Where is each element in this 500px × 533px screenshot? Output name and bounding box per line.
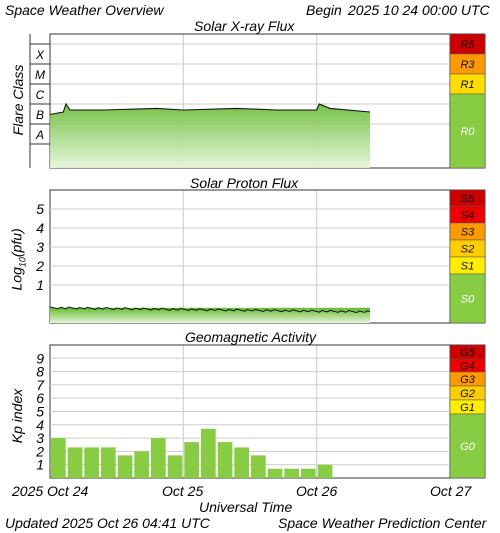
header-title: Space Weather Overview (5, 2, 164, 18)
begin-value: 2025 10 24 00:00 UTC (348, 2, 490, 18)
kp-scale-label: G1 (460, 402, 475, 414)
kp-bar (51, 438, 66, 478)
kp-bar (267, 468, 283, 478)
xray-scale-cell (449, 93, 486, 169)
begin-label: Begin (306, 2, 342, 18)
proton-ytick: 1 (36, 277, 44, 293)
kp-ytick: 4 (36, 417, 44, 433)
xray-scale-label: R5 (460, 39, 475, 51)
proton-scale-label: S5 (461, 193, 475, 205)
kp-bar (67, 447, 83, 478)
updated-label: Updated (5, 515, 58, 531)
kp-bar (84, 447, 99, 478)
kp-scale-label: G5 (460, 347, 476, 359)
updated-value: 2025 Oct 26 04:41 UTC (62, 515, 210, 531)
kp-scale-label: G3 (460, 374, 476, 386)
xtick-oct24: 2025 Oct 24 (12, 483, 89, 499)
proton-scale-cell (449, 273, 486, 324)
proton-title: Solar Proton Flux (190, 175, 299, 191)
proton-frame (49, 189, 486, 324)
kp-ytick: 3 (36, 430, 44, 446)
proton-flux-line (49, 306, 371, 314)
xray-scale-label: R0 (460, 126, 475, 138)
credit: Space Weather Prediction Center (278, 515, 487, 531)
kp-bar (134, 451, 149, 478)
proton-ytick: 2 (35, 258, 44, 274)
kp-scale-label: G0 (460, 441, 476, 453)
kp-bar (251, 455, 266, 478)
proton-scale-label: S3 (461, 227, 475, 239)
kp-bar (151, 438, 166, 478)
kp-bar (301, 468, 316, 478)
xray-flux-line (49, 102, 371, 116)
xray-class-label: C (36, 88, 45, 102)
kp-ytick: 5 (36, 404, 44, 420)
kp-scale-label: G4 (460, 361, 475, 373)
kp-ytick: 1 (36, 457, 44, 473)
proton-ytick: 5 (36, 201, 44, 217)
proton-scale-label: S2 (461, 244, 474, 256)
kp-bar (317, 464, 333, 478)
proton-ytick: 3 (36, 239, 44, 255)
kp-bar (167, 455, 183, 478)
xray-scale-label: R3 (460, 59, 475, 71)
kp-ytick: 2 (35, 443, 44, 459)
kp-bar (234, 447, 249, 478)
kp-bar (101, 447, 116, 478)
xray-title: Solar X-ray Flux (194, 18, 295, 34)
kp-bar (184, 442, 199, 478)
xtick-oct26: Oct 26 (296, 483, 338, 499)
kp-scale-cell (449, 413, 486, 479)
xtick-oct25: Oct 25 (162, 483, 204, 499)
xray-class-label: A (35, 128, 44, 142)
x-axis-label: Universal Time (199, 499, 293, 515)
kp-ytick: 7 (36, 377, 45, 393)
xtick-oct27: Oct 27 (430, 483, 472, 499)
kp-ytick: 9 (36, 350, 44, 366)
xray-class-label: X (35, 48, 45, 62)
kp-ytick: 6 (36, 390, 44, 406)
kp-bar (284, 468, 299, 478)
kp-ytick: 8 (36, 364, 44, 380)
geomag-title: Geomagnetic Activity (185, 329, 316, 345)
kp-bar (117, 455, 133, 478)
proton-scale-label: S1 (461, 261, 474, 273)
xray-scale-label: R1 (460, 79, 474, 91)
proton-ytick: 4 (36, 220, 44, 236)
xray-flux-area (50, 104, 370, 168)
proton-scale-label: S0 (461, 294, 475, 306)
kp-scale-label: G2 (460, 388, 475, 400)
xray-class-label: B (36, 108, 44, 122)
kp-bar (217, 442, 233, 478)
kp-bar (201, 428, 216, 478)
xray-class-label: M (35, 68, 45, 82)
proton-scale-label: S4 (461, 210, 474, 222)
